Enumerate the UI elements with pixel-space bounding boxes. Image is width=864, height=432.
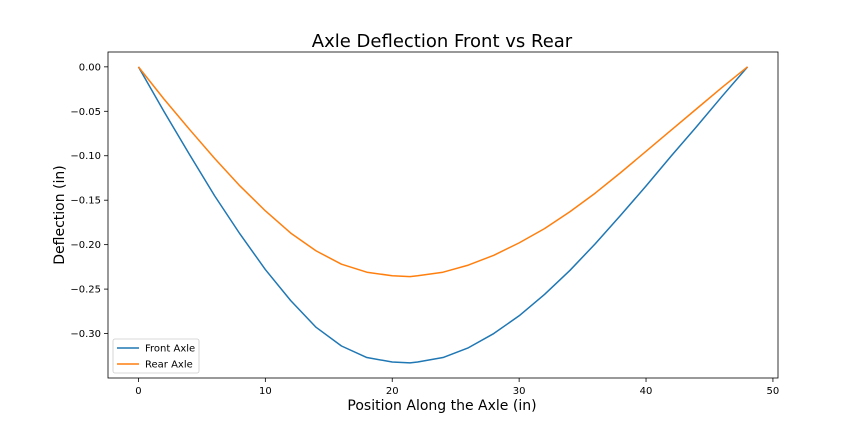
x-tick-label: 50 xyxy=(767,386,780,397)
legend: Front Axle Rear Axle xyxy=(112,338,200,374)
y-tick-label: −0.25 xyxy=(70,285,101,296)
y-tick-label: 0.00 xyxy=(79,62,101,73)
x-tick-label: 20 xyxy=(386,386,399,397)
y-axis: 0.00 −0.05 −0.10 −0.15 −0.20 −0.25 −0.30 xyxy=(70,62,108,340)
y-tick-label: −0.05 xyxy=(70,107,101,118)
plot-area-frame xyxy=(107,51,779,379)
y-tick-label: −0.10 xyxy=(70,151,101,162)
y-tick-label: −0.15 xyxy=(70,196,101,207)
x-axis-label: Position Along the Axle (in) xyxy=(347,398,536,414)
y-axis-label: Deflection (in) xyxy=(52,165,68,264)
series-line-rear-axle xyxy=(137,66,749,278)
x-tick-label: 0 xyxy=(135,386,141,397)
series-line-front-axle xyxy=(137,66,749,364)
x-tick-label: 10 xyxy=(259,386,272,397)
series-lines xyxy=(137,66,749,364)
x-tick-label: 40 xyxy=(640,386,653,397)
y-tick-label: −0.20 xyxy=(70,240,101,251)
chart-title: Axle Deflection Front vs Rear xyxy=(312,31,573,52)
legend-label-rear-axle: Rear Axle xyxy=(145,360,193,371)
legend-label-front-axle: Front Axle xyxy=(145,344,195,355)
y-tick-label: −0.30 xyxy=(70,329,101,340)
x-tick-label: 30 xyxy=(513,386,526,397)
x-axis: 0 10 20 30 40 50 xyxy=(135,378,779,397)
